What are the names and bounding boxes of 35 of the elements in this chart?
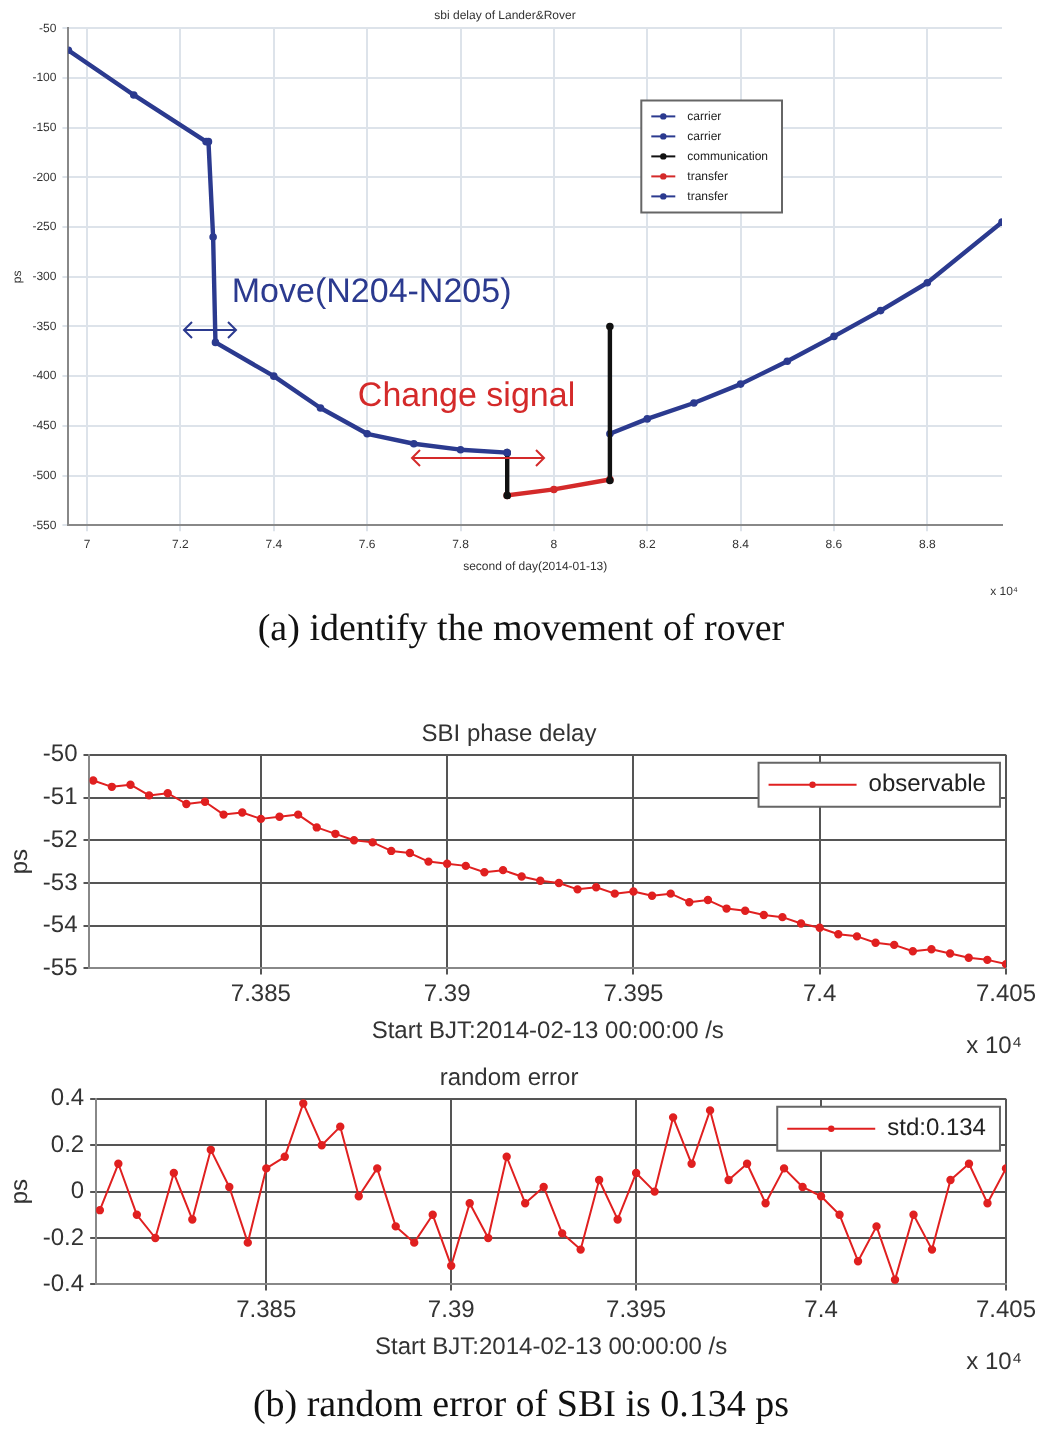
chart-title: SBI phase delay [421,719,597,748]
x-tick-label: 7.395 [606,1295,667,1324]
x-tick-label: 7.39 [427,1295,476,1324]
y-tick-label: -55 [42,953,79,982]
y-tick-label: -50 [42,739,79,768]
text: (b) random error of SBI is 0.134 ps [250,1384,792,1428]
x-tick-label: 7.385 [230,979,292,1008]
y-tick-label: -51 [42,782,79,811]
y-tick-label: -53 [42,867,79,896]
y-axis-title: ps [5,848,34,875]
y-tick-label: 0.4 [50,1083,85,1112]
annotation: Move(N204-N205) [231,271,512,310]
y-tick-label: -54 [42,910,79,939]
x-tick-label: 7.4 [803,979,838,1008]
x-tick-label: 7.385 [236,1295,297,1324]
x-tick-label: 7.405 [975,979,1037,1008]
y-tick-label: -0.4 [42,1269,85,1298]
x-axis-title: Start BJT:2014-02-13 00:00:00 /s [371,1016,724,1045]
legend-label: std:0.134 [887,1113,987,1142]
x-tick-label: 7.39 [423,979,472,1008]
y-axis-title: ps [5,1178,34,1205]
annotation: Change signal [357,375,576,414]
y-tick-label: 0 [70,1176,85,1205]
y-tick-label: -0.2 [42,1222,85,1251]
text: x 10⁴ [966,1346,1022,1375]
x-tick-label: 7.4 [804,1295,839,1324]
legend-label: observable [868,769,987,798]
text: (a) identify the movement of rover [255,608,787,652]
y-tick-label: 0.2 [50,1129,85,1158]
text: x 10⁴ [966,1030,1022,1059]
x-tick-label: 7.405 [975,1295,1037,1324]
x-axis-title: Start BJT:2014-02-13 00:00:00 /s [374,1332,728,1361]
y-tick-label: -52 [42,824,79,853]
x-tick-label: 7.395 [603,979,665,1008]
chart-title: random error [439,1063,579,1092]
